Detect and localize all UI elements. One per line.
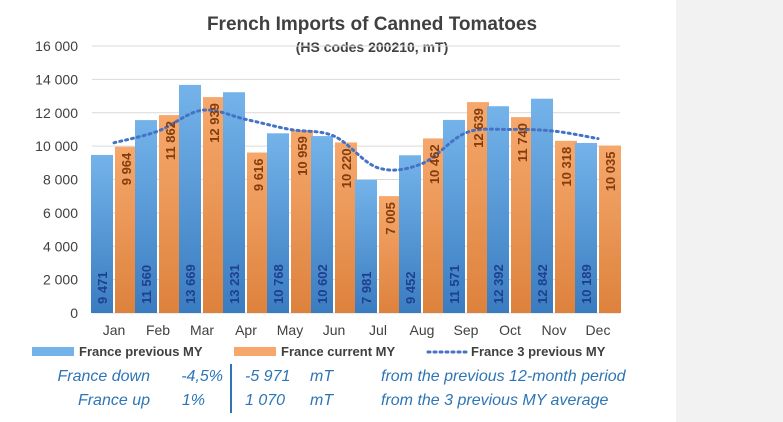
bar-previous-my bbox=[355, 179, 377, 313]
data-labels: 9 471 9 964 11 560 11 862 13 669 12 939 13 231… bbox=[95, 103, 618, 304]
bar-previous-my bbox=[135, 120, 157, 313]
data-label-previous-my: 9 452 bbox=[403, 271, 418, 304]
bar-previous-my bbox=[443, 119, 465, 313]
bars bbox=[91, 84, 621, 314]
y-tick-label: 0 bbox=[70, 305, 78, 321]
bar-current-my bbox=[555, 140, 577, 313]
data-label-previous-my: 13 669 bbox=[183, 264, 198, 304]
legend-swatch-current-my bbox=[234, 347, 276, 356]
summary-panel bbox=[0, 366, 676, 422]
bar-previous-my bbox=[487, 106, 509, 314]
bar-previous-my bbox=[311, 136, 333, 313]
data-label-previous-my: 11 571 bbox=[447, 265, 462, 304]
y-tick-label: 14 000 bbox=[35, 71, 78, 87]
summary-pct: 1% bbox=[181, 392, 205, 409]
bar-current-my bbox=[467, 102, 489, 313]
y-tick-label: 8 000 bbox=[43, 172, 78, 188]
summary-unit: mT bbox=[310, 368, 334, 385]
y-tick-label: 4 000 bbox=[43, 238, 78, 254]
bar-current-my bbox=[379, 196, 401, 313]
legend-label-3-previous-my: France 3 previous MY bbox=[471, 344, 606, 359]
bar-previous-my bbox=[91, 154, 113, 313]
x-tick-label: Mar bbox=[190, 322, 214, 338]
data-label-previous-my: 10 189 bbox=[579, 264, 594, 304]
line-france-3-previous-my bbox=[112, 108, 600, 172]
bar-current-my bbox=[599, 145, 621, 313]
summary-pct: -4,5% bbox=[181, 368, 223, 385]
summary-amount: -5 971 bbox=[245, 368, 291, 385]
data-label-previous-my: 10 602 bbox=[315, 264, 330, 304]
data-label-previous-my: 12 842 bbox=[535, 264, 550, 304]
data-label-current-my: 11 862 bbox=[163, 121, 178, 160]
summary-label: France up bbox=[77, 392, 150, 409]
legend-label-previous-my: France previous MY bbox=[79, 344, 203, 359]
data-label-current-my: 10 220 bbox=[339, 148, 354, 188]
bar-current-my bbox=[115, 146, 137, 313]
x-tick-label: Oct bbox=[499, 322, 521, 338]
y-tick-label: 10 000 bbox=[35, 138, 78, 154]
chart-area: French Imports of Canned Tomatoes (HS co… bbox=[32, 14, 621, 359]
bar-previous-my bbox=[267, 133, 289, 313]
right-panel bbox=[676, 0, 783, 422]
bar-current-my bbox=[203, 97, 225, 313]
data-label-current-my: 10 462 bbox=[427, 144, 442, 184]
summary-note: from the previous 12-month period bbox=[381, 368, 626, 385]
x-tick-label: Jun bbox=[323, 322, 346, 338]
data-label-previous-my: 11 560 bbox=[139, 265, 154, 304]
summary-unit: mT bbox=[310, 392, 334, 409]
y-tick-label: 12 000 bbox=[35, 105, 78, 121]
chart-subtitle: (HS codes 200210, mT) bbox=[296, 39, 449, 55]
bar-current-my bbox=[423, 138, 445, 313]
x-tick-label: Apr bbox=[235, 322, 257, 338]
data-label-previous-my: 7 981 bbox=[359, 271, 374, 304]
x-tick-label: Jul bbox=[369, 322, 387, 338]
data-label-current-my: 11 740 bbox=[515, 123, 530, 162]
bar-current-my bbox=[291, 130, 313, 313]
x-tick-label: May bbox=[277, 322, 303, 338]
bar-current-my bbox=[247, 152, 269, 313]
y-tick-label: 2 000 bbox=[43, 272, 78, 288]
data-label-current-my: 12 639 bbox=[471, 108, 486, 148]
data-label-current-my: 10 318 bbox=[559, 147, 574, 187]
x-tick-label: Feb bbox=[146, 322, 170, 338]
legend-swatch-previous-my bbox=[32, 347, 74, 356]
data-label-previous-my: 13 231 bbox=[227, 264, 242, 304]
bar-current-my bbox=[335, 142, 357, 313]
x-tick-label: Nov bbox=[542, 322, 567, 338]
bar-previous-my bbox=[531, 98, 553, 313]
data-label-current-my: 7 005 bbox=[383, 202, 398, 235]
x-tick-label: Jan bbox=[103, 322, 126, 338]
chart-svg: French Imports of Canned Tomatoes (HS co… bbox=[32, 14, 621, 359]
data-label-current-my: 10 959 bbox=[295, 136, 310, 176]
bar-previous-my bbox=[223, 92, 245, 313]
summary-divider bbox=[230, 364, 232, 413]
bar-previous-my bbox=[179, 84, 201, 313]
y-axis-ticks: 0 2 000 4 000 6 000 8 000 10 000 12 000 14 000 1… bbox=[35, 38, 78, 321]
chart-title: French Imports of Canned Tomatoes bbox=[207, 14, 537, 35]
data-label-previous-my: 9 471 bbox=[95, 271, 110, 304]
data-label-current-my: 9 616 bbox=[251, 159, 266, 192]
summary-amount: 1 070 bbox=[245, 392, 286, 409]
y-tick-label: 16 000 bbox=[35, 38, 78, 54]
data-label-current-my: 9 964 bbox=[119, 152, 134, 185]
line-series bbox=[112, 108, 600, 172]
y-tick-label: 6 000 bbox=[43, 205, 78, 221]
x-tick-label: Aug bbox=[410, 322, 435, 338]
legend-label-current-my: France current MY bbox=[281, 344, 395, 359]
data-label-previous-my: 10 768 bbox=[271, 264, 286, 304]
bar-current-my bbox=[511, 117, 533, 314]
legend: France previous MY France current MY Franc… bbox=[32, 344, 606, 359]
data-label-current-my: 12 939 bbox=[207, 103, 222, 143]
data-label-previous-my: 12 392 bbox=[491, 264, 506, 304]
bar-previous-my bbox=[399, 155, 421, 313]
data-label-current-my: 10 035 bbox=[603, 152, 618, 192]
x-axis-ticks: Jan Feb Mar Apr May Jun Jul Aug Sep Oct Nov Dec bbox=[103, 322, 611, 338]
x-tick-label: Dec bbox=[586, 322, 611, 338]
summary-label: France down bbox=[57, 368, 151, 385]
bar-previous-my bbox=[575, 142, 597, 313]
x-tick-label: Sep bbox=[454, 322, 479, 338]
bar-current-my bbox=[159, 115, 181, 313]
summary-note: from the 3 previous MY average bbox=[381, 392, 609, 409]
